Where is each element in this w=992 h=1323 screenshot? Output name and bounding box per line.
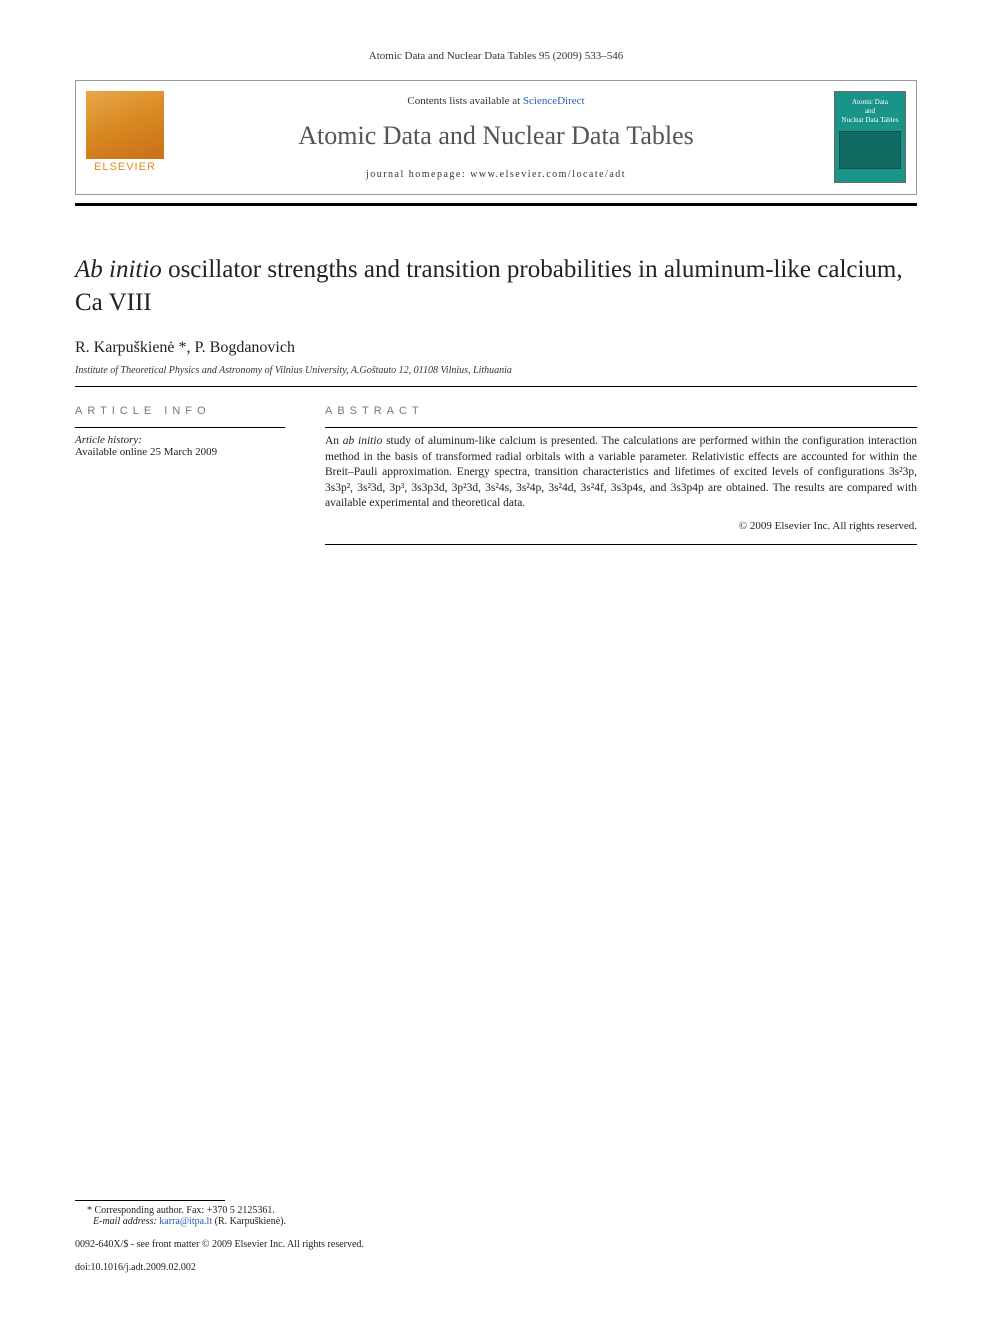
- affiliation: Institute of Theoretical Physics and Ast…: [75, 365, 917, 376]
- sciencedirect-link[interactable]: ScienceDirect: [523, 95, 585, 107]
- front-matter-line: 0092-640X/$ - see front matter © 2009 El…: [75, 1239, 917, 1250]
- page-footer: * Corresponding author. Fax: +370 5 2125…: [75, 1200, 917, 1273]
- corresponding-author: * Corresponding author. Fax: +370 5 2125…: [75, 1205, 917, 1216]
- email-label: E-mail address:: [93, 1216, 157, 1227]
- journal-header-box: ELSEVIER Atomic Data and Nuclear Data Ta…: [75, 80, 917, 195]
- publisher-logo: ELSEVIER: [86, 91, 164, 181]
- contents-available-line: Contents lists available at ScienceDirec…: [176, 95, 816, 107]
- doi-line: doi:10.1016/j.adt.2009.02.002: [75, 1262, 917, 1273]
- abstract-italic: ab initio: [343, 435, 383, 447]
- abstract-heading: abstract: [325, 405, 917, 417]
- title-rest: oscillator strengths and transition prob…: [75, 256, 903, 316]
- author-email-link[interactable]: karra@itpa.lt: [159, 1216, 212, 1227]
- info-abstract-row: article info Article history: Available …: [75, 405, 917, 545]
- contents-prefix: Contents lists available at: [407, 95, 522, 107]
- abstract-copyright: © 2009 Elsevier Inc. All rights reserved…: [325, 520, 917, 532]
- history-text: Available online 25 March 2009: [75, 446, 285, 458]
- abstract-bottom-rule: [325, 544, 917, 545]
- citation-line: Atomic Data and Nuclear Data Tables 95 (…: [75, 50, 917, 62]
- cover-inner-box: [839, 131, 901, 169]
- author-list: R. Karpuškienė *, P. Bogdanovich: [75, 339, 917, 357]
- journal-name: Atomic Data and Nuclear Data Tables: [176, 121, 816, 151]
- abstract-post: study of aluminum-like calcium is presen…: [325, 435, 917, 509]
- info-rule: [75, 427, 285, 428]
- header-rule: [75, 203, 917, 206]
- journal-cover-thumbnail: Atomic Data and Nuclear Data Tables: [834, 91, 906, 183]
- elsevier-tree-icon: [86, 91, 164, 159]
- abstract-top-rule: [325, 427, 917, 428]
- publisher-label: ELSEVIER: [86, 161, 164, 173]
- email-line: E-mail address: karra@itpa.lt (R. Karpuš…: [75, 1216, 917, 1227]
- cover-line-3: Nuclear Data Tables: [839, 116, 901, 125]
- abstract-column: abstract An ab initio study of aluminum-…: [325, 405, 917, 545]
- journal-homepage: journal homepage: www.elsevier.com/locat…: [176, 169, 816, 180]
- history-label: Article history:: [75, 434, 285, 446]
- cover-line-2: and: [839, 107, 901, 116]
- footnote-rule: [75, 1200, 225, 1201]
- article-info-heading: article info: [75, 405, 285, 417]
- article-title: Ab initio oscillator strengths and trans…: [75, 254, 917, 319]
- abstract-text: An ab initio study of aluminum-like calc…: [325, 434, 917, 512]
- title-rule: [75, 386, 917, 387]
- abstract-pre: An: [325, 435, 343, 447]
- article-info-column: article info Article history: Available …: [75, 405, 285, 545]
- cover-line-1: Atomic Data: [839, 98, 901, 107]
- title-italic-part: Ab initio: [75, 256, 162, 283]
- email-suffix: (R. Karpuškienė).: [212, 1216, 286, 1227]
